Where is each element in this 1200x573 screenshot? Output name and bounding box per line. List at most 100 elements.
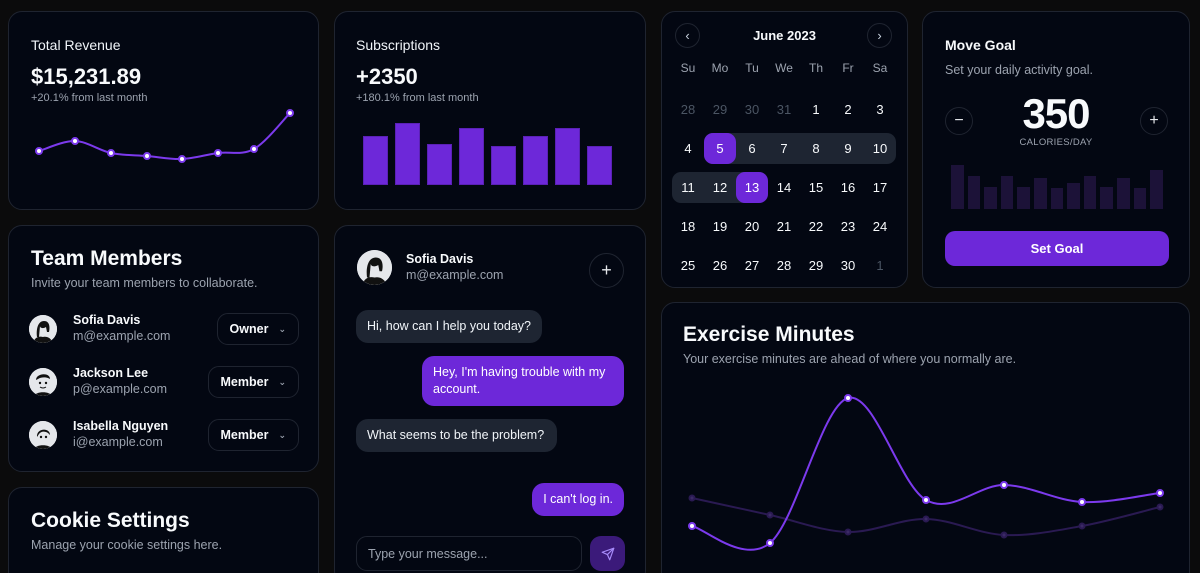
calendar-day[interactable]: 12 xyxy=(712,180,728,195)
calendar-day[interactable]: 2 xyxy=(844,102,852,117)
calendar-day[interactable]: 3 xyxy=(876,102,884,117)
revenue-point xyxy=(178,155,186,163)
member-name: Jackson Lee xyxy=(73,366,149,380)
message-input[interactable]: Type your message... xyxy=(356,536,582,571)
role-value: Member xyxy=(220,375,269,389)
revenue-card: Total Revenue $15,231.89 +20.1% from las… xyxy=(8,11,319,210)
calendar-day[interactable]: 24 xyxy=(872,219,888,234)
calendar-day[interactable]: 31 xyxy=(776,102,792,117)
calendar-day[interactable]: 28 xyxy=(680,102,696,117)
goal-bar xyxy=(1017,187,1030,209)
calendar-day[interactable]: 29 xyxy=(712,102,728,117)
calendar-prev-button[interactable]: ‹ xyxy=(675,23,700,48)
chevron-down-icon: ⌄ xyxy=(278,376,286,387)
member-email: i@example.com xyxy=(73,435,163,449)
exercise-average-point xyxy=(688,494,696,502)
calendar-day[interactable]: 6 xyxy=(748,141,756,156)
calendar-day[interactable]: 9 xyxy=(844,141,852,156)
revenue-change: +20.1% from last month xyxy=(31,92,148,104)
weekday-label: Th xyxy=(808,61,823,75)
chat-contact-name: Sofia Davis xyxy=(406,252,474,266)
chat-message: What seems to be the problem? xyxy=(356,419,557,452)
set-goal-button[interactable]: Set Goal xyxy=(945,231,1169,266)
calendar-day[interactable]: 30 xyxy=(744,102,760,117)
avatar-icon xyxy=(29,315,57,343)
team-subtitle: Invite your team members to collaborate. xyxy=(31,276,258,290)
avatar xyxy=(357,250,392,285)
exercise-current-point xyxy=(766,539,774,547)
revenue-point xyxy=(286,109,294,117)
calendar-day[interactable]: 30 xyxy=(840,258,856,273)
calendar-day[interactable]: 8 xyxy=(812,141,820,156)
calendar-day[interactable]: 20 xyxy=(744,219,760,234)
calendar-day[interactable]: 25 xyxy=(680,258,696,273)
calendar-day[interactable]: 23 xyxy=(840,219,856,234)
calendar-day[interactable]: 1 xyxy=(876,258,884,273)
subscription-bar xyxy=(587,146,612,185)
exercise-current-point xyxy=(922,496,930,504)
calendar-day[interactable]: 4 xyxy=(684,141,692,156)
calendar-day[interactable]: 7 xyxy=(780,141,788,156)
goal-bar xyxy=(1000,176,1014,209)
calendar-grid: Su Mo Tu We Th Fr Sa 28 29 30 31 1 2 3 4 5 6 7 8 9 10 11 12 13 1… xyxy=(672,60,896,285)
subscriptions-card: Subscriptions +2350 +180.1% from last mo… xyxy=(334,11,646,210)
calendar-day[interactable]: 22 xyxy=(808,219,824,234)
team-title: Team Members xyxy=(31,247,183,270)
subscriptions-bar-chart xyxy=(363,112,619,185)
decrement-button[interactable]: − xyxy=(945,107,973,135)
calendar-day[interactable]: 26 xyxy=(712,258,728,273)
calendar-day[interactable]: 18 xyxy=(680,219,696,234)
calendar-day[interactable]: 28 xyxy=(776,258,792,273)
plus-icon: + xyxy=(601,260,612,280)
team-member-row: Jackson Lee p@example.com Member ⌄ xyxy=(29,365,299,399)
calendar-day[interactable]: 17 xyxy=(872,180,888,195)
calendar-day[interactable]: 29 xyxy=(808,258,824,273)
exercise-current-point xyxy=(844,394,852,402)
calendar-day[interactable]: 10 xyxy=(872,141,888,156)
calendar-day[interactable]: 11 xyxy=(681,180,695,195)
calendar-day[interactable]: 5 xyxy=(704,133,736,164)
role-select[interactable]: Owner ⌄ xyxy=(216,313,299,345)
calendar-day[interactable]: 15 xyxy=(808,180,824,195)
exercise-line-chart xyxy=(688,394,1164,551)
goal-unit: CALORIES/DAY xyxy=(1019,137,1093,148)
revenue-line-chart xyxy=(35,109,294,163)
calendar-day[interactable]: 19 xyxy=(712,219,728,234)
calendar-day[interactable]: 13 xyxy=(736,172,768,203)
calendar-day[interactable]: 14 xyxy=(776,180,792,195)
subscription-bar xyxy=(395,123,420,185)
revenue-point xyxy=(71,137,79,145)
subscription-bar xyxy=(363,136,388,185)
goal-bar xyxy=(1100,187,1113,209)
avatar-icon xyxy=(29,421,57,449)
increment-button[interactable]: + xyxy=(1140,107,1168,135)
new-message-button[interactable]: + xyxy=(589,253,624,288)
weekday-label: We xyxy=(775,61,793,75)
role-select[interactable]: Member ⌄ xyxy=(207,419,299,451)
revenue-label: Total Revenue xyxy=(31,37,121,53)
calendar-day[interactable]: 27 xyxy=(744,258,760,273)
goal-bar xyxy=(951,165,964,209)
revenue-point xyxy=(214,149,222,157)
exercise-minutes-card: Exercise Minutes Your exercise minutes a… xyxy=(661,302,1190,573)
send-button[interactable] xyxy=(590,536,625,571)
calendar-day[interactable]: 16 xyxy=(840,180,856,195)
role-value: Owner xyxy=(229,322,269,336)
calendar-day[interactable]: 1 xyxy=(812,102,820,117)
calendar-day[interactable]: 21 xyxy=(776,219,792,234)
exercise-current-point xyxy=(1000,481,1008,489)
send-icon xyxy=(601,547,614,560)
weekday-label: Tu xyxy=(745,61,759,75)
cookie-title: Cookie Settings xyxy=(31,509,190,532)
selected-range xyxy=(704,133,896,164)
role-select[interactable]: Member ⌄ xyxy=(207,366,299,398)
member-name: Sofia Davis xyxy=(73,313,141,327)
subscriptions-label: Subscriptions xyxy=(356,37,441,53)
calendar-month-title: June 2023 xyxy=(753,28,816,43)
exercise-average-point xyxy=(1156,503,1164,511)
calendar-next-button[interactable]: › xyxy=(867,23,892,48)
goal-bar xyxy=(984,187,997,209)
exercise-average-point xyxy=(1000,531,1008,539)
goal-bar xyxy=(1050,188,1064,209)
goal-bar xyxy=(1116,178,1130,209)
